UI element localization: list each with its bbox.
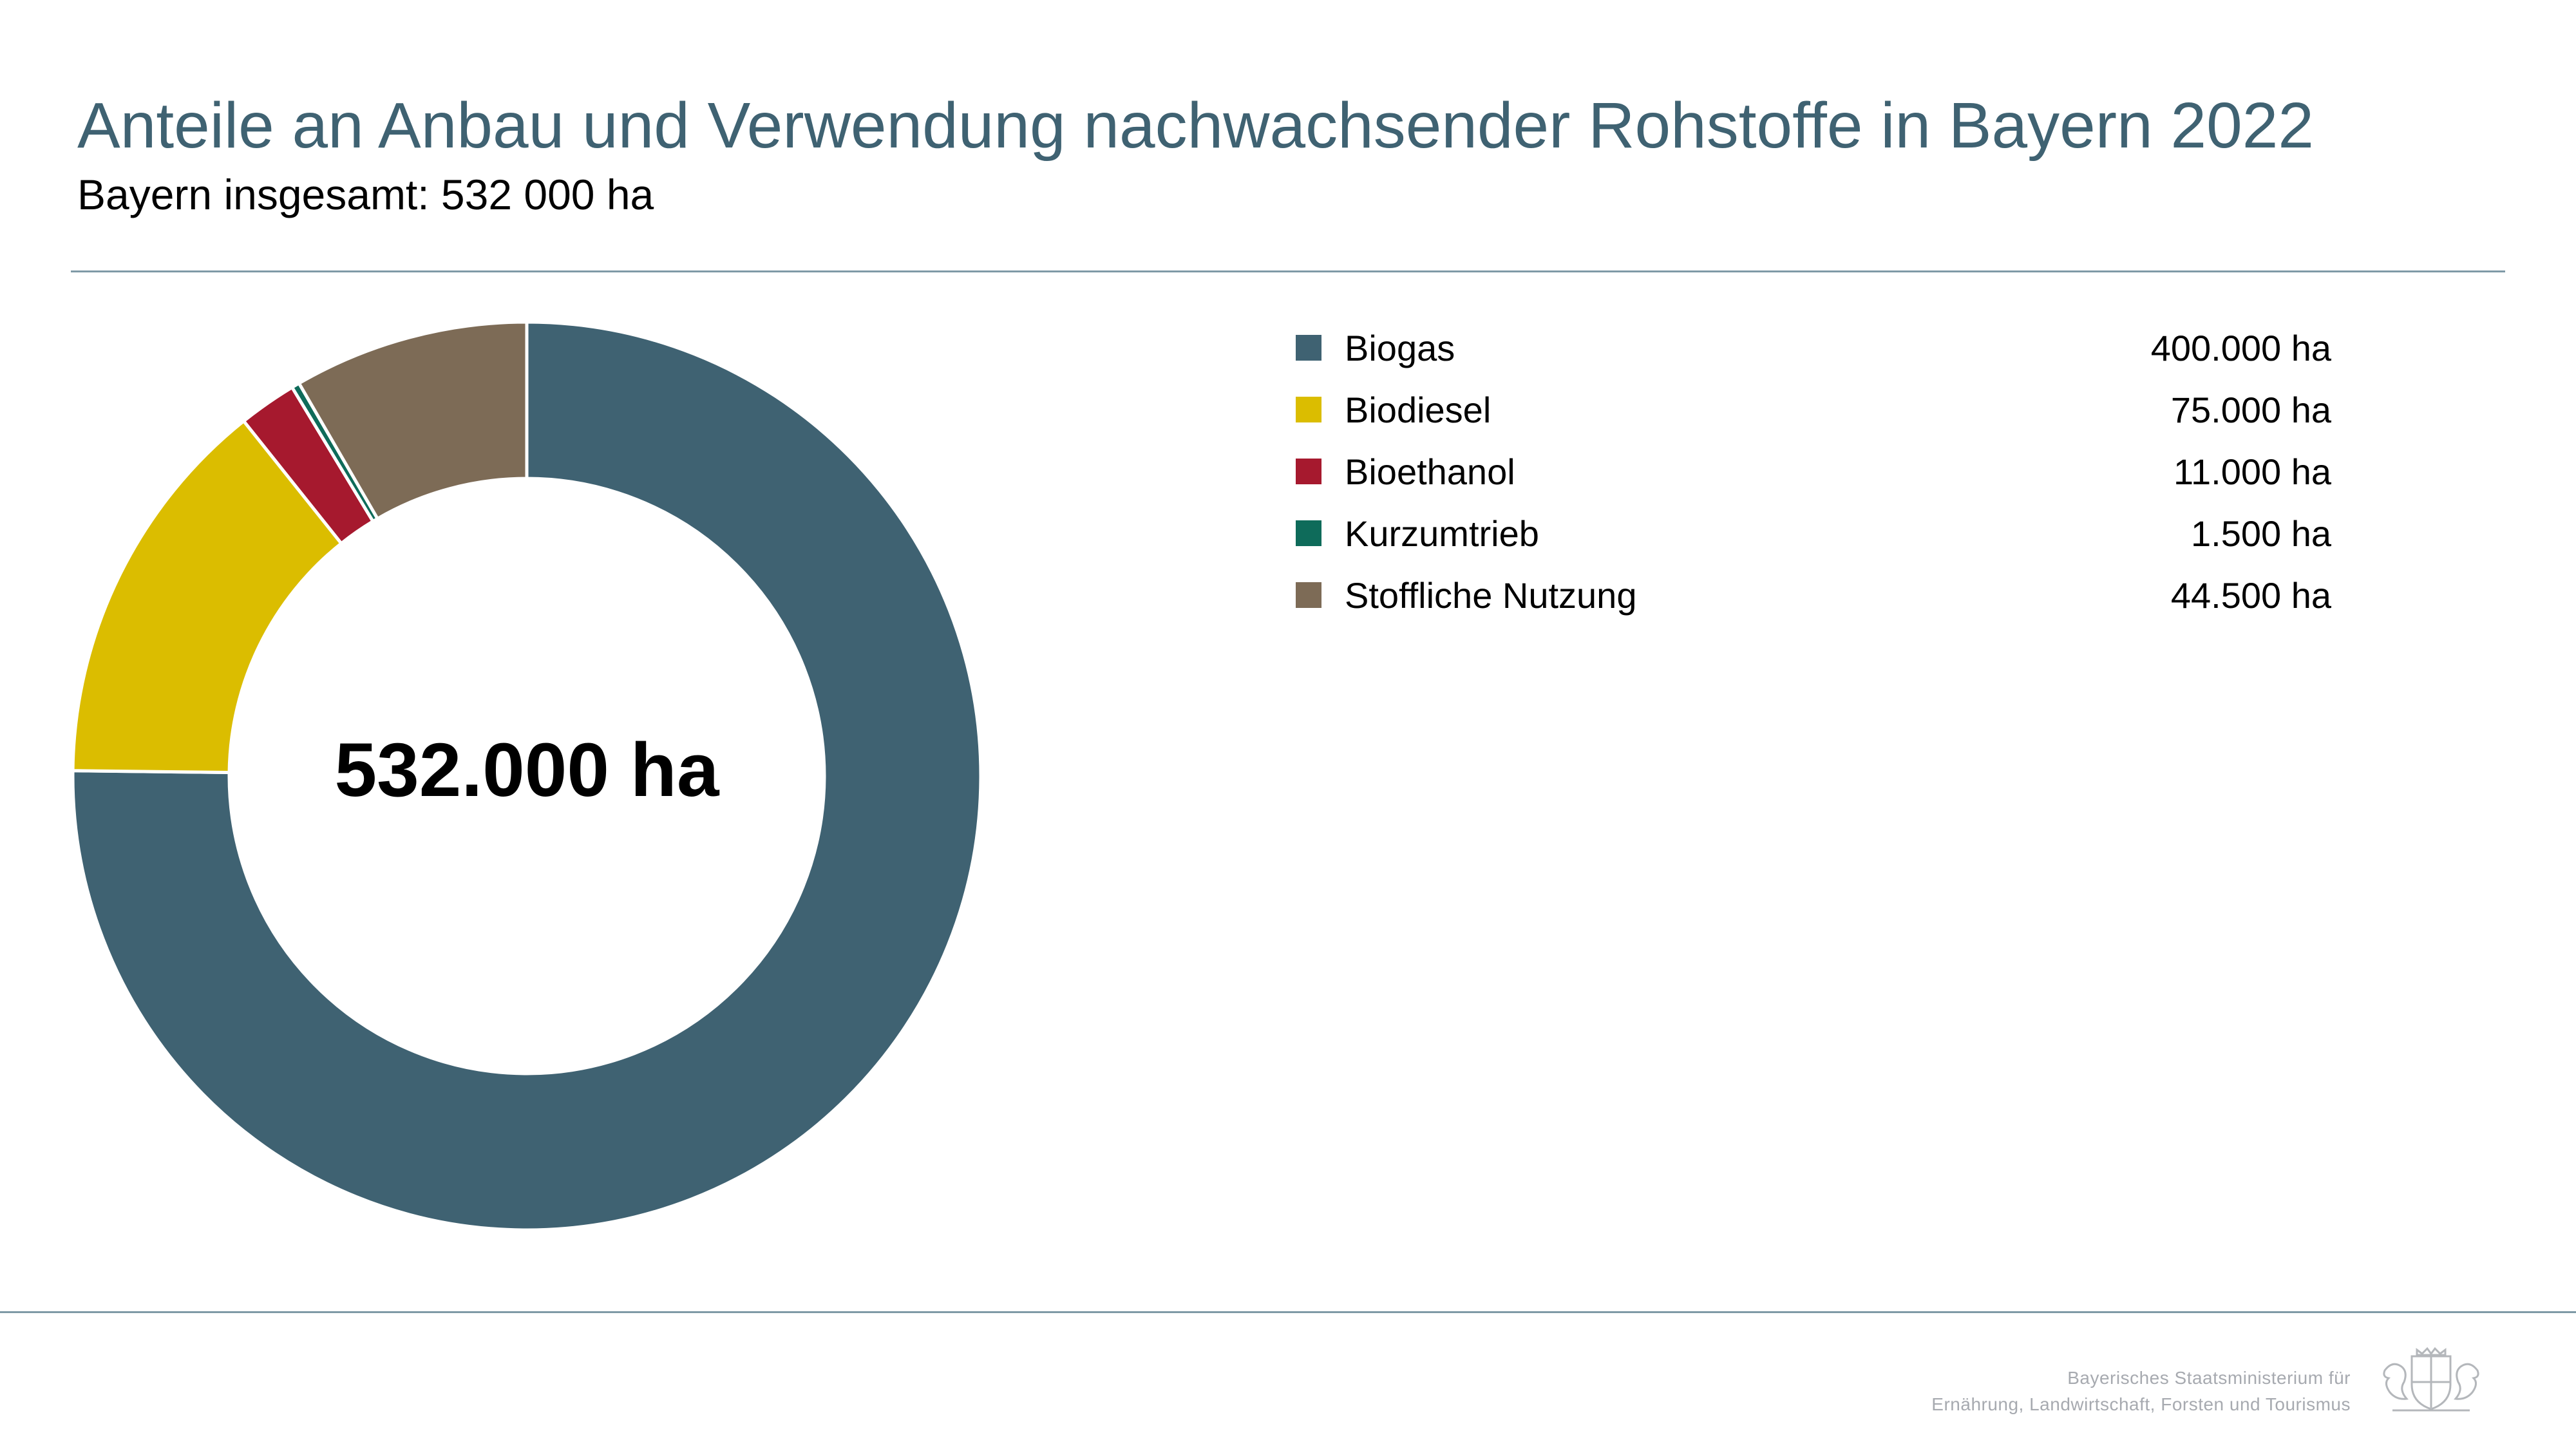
legend-swatch xyxy=(1296,397,1321,422)
legend-item-biogas: Biogas 400.000 ha xyxy=(1294,322,2331,384)
legend-item-stoffliche-nutzung: Stoffliche Nutzung 44.500 ha xyxy=(1294,569,2331,631)
legend-swatch xyxy=(1296,582,1321,608)
legend-swatch xyxy=(1296,459,1321,484)
donut-slice-biodiesel xyxy=(71,419,343,775)
legend-label: Biodiesel xyxy=(1345,390,1492,430)
legend-value: 44.500 ha xyxy=(2170,575,2331,616)
ministry-name-line2: Ernährung, Landwirtschaft, Forsten und T… xyxy=(1931,1394,2351,1414)
footer-divider xyxy=(0,1311,2576,1313)
legend-label: Stoffliche Nutzung xyxy=(1345,575,1637,616)
legend-label: Kurzumtrieb xyxy=(1345,513,1539,554)
page-title: Anteile an Anbau und Verwendung nachwach… xyxy=(77,90,2314,162)
donut-chart: 532.000 ha xyxy=(71,320,983,1232)
ministry-name: Bayerisches Staatsministerium für Ernähr… xyxy=(1931,1365,2351,1417)
legend-swatch xyxy=(1296,520,1321,546)
donut-center-total: 532.000 ha xyxy=(334,728,719,813)
ministry-name-line1: Bayerisches Staatsministerium für xyxy=(2067,1368,2351,1388)
donut-slices xyxy=(71,320,983,1232)
page-subtitle: Bayern insgesamt: 532 000 ha xyxy=(77,171,654,218)
legend-label: Bioethanol xyxy=(1345,451,1515,492)
legend-item-kurzumtrieb: Kurzumtrieb 1.500 ha xyxy=(1294,507,2331,569)
coat-of-arms-logo xyxy=(2383,1347,2479,1412)
legend-value: 1.500 ha xyxy=(2191,513,2331,554)
header-divider xyxy=(71,270,2505,272)
chart-legend: Biogas 400.000 ha Biodiesel 75.000 ha Bioeth… xyxy=(1294,322,2331,631)
donut-slice-stoffliche-nutzung xyxy=(297,320,529,520)
legend-value: 75.000 ha xyxy=(2170,390,2331,430)
legend-label: Biogas xyxy=(1345,328,1455,368)
legend-value: 400.000 ha xyxy=(2150,328,2331,368)
legend-item-biodiesel: Biodiesel 75.000 ha xyxy=(1294,384,2331,446)
legend-swatch xyxy=(1296,335,1321,361)
donut-slice-biogas xyxy=(71,320,983,1232)
legend-item-bioethanol: Bioethanol 11.000 ha xyxy=(1294,446,2331,507)
legend-value: 11.000 ha xyxy=(2174,451,2331,492)
